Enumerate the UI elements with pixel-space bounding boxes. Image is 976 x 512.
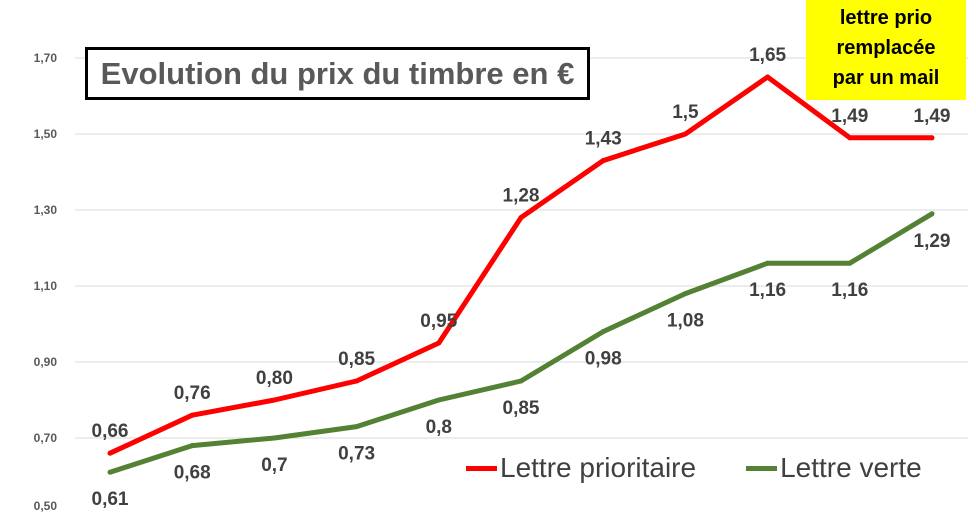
legend-item-lettre-prioritaire: Lettre prioritaire xyxy=(466,452,696,484)
data-label: 1,16 xyxy=(749,280,786,301)
data-point xyxy=(682,131,688,137)
data-point xyxy=(929,211,935,217)
data-point xyxy=(518,215,524,221)
data-label: 0,7 xyxy=(261,455,287,476)
y-tick-label: 1,10 xyxy=(34,279,58,293)
data-point xyxy=(929,135,935,141)
legend-item-lettre-verte: Lettre verte xyxy=(746,452,922,484)
data-point xyxy=(354,424,360,430)
y-tick-label: 1,50 xyxy=(34,127,58,141)
data-label: 0,76 xyxy=(174,383,211,404)
data-point xyxy=(189,412,195,418)
data-label: 0,66 xyxy=(92,421,129,442)
data-point xyxy=(271,397,277,403)
data-point xyxy=(518,378,524,384)
data-label: 1,65 xyxy=(749,45,786,66)
data-label: 0,8 xyxy=(426,417,452,438)
y-axis-labels: 1,70 1,50 1,30 1,10 0,90 0,70 0,50 xyxy=(34,51,58,512)
annotation-box: lettre prio remplacée par un mail xyxy=(806,0,966,100)
data-point xyxy=(271,435,277,441)
data-point xyxy=(600,158,606,164)
data-label: 0,68 xyxy=(174,463,211,484)
legend-swatch xyxy=(466,465,497,471)
data-point xyxy=(436,340,442,346)
data-point xyxy=(847,135,853,141)
data-points xyxy=(107,74,935,475)
data-label: 1,16 xyxy=(831,280,868,301)
annotation-line: lettre prio xyxy=(839,7,933,29)
data-point xyxy=(107,450,113,456)
data-label: 1,08 xyxy=(667,311,704,332)
data-point xyxy=(847,260,853,266)
y-tick-label: 1,70 xyxy=(34,51,58,65)
data-point xyxy=(189,443,195,449)
data-point xyxy=(107,469,113,475)
data-label: 0,95 xyxy=(420,311,457,332)
data-label: 1,5 xyxy=(672,102,699,123)
data-point xyxy=(765,74,771,80)
legend-label: Lettre prioritaire xyxy=(500,452,697,483)
y-tick-label: 0,90 xyxy=(34,355,58,369)
data-label: 0,98 xyxy=(585,349,622,370)
legend-label: Lettre verte xyxy=(780,452,922,483)
data-label: 1,49 xyxy=(914,106,951,127)
annotation-line: remplacée xyxy=(836,37,936,59)
data-label: 0,80 xyxy=(256,368,293,389)
data-label: 1,49 xyxy=(831,106,868,127)
data-label: 0,73 xyxy=(338,444,375,465)
data-point xyxy=(682,291,688,297)
data-label: 0,61 xyxy=(92,489,129,510)
data-label: 1,29 xyxy=(914,231,951,252)
data-point xyxy=(436,397,442,403)
series-line-lettre-verte xyxy=(109,211,934,475)
data-label: 0,85 xyxy=(338,349,375,370)
data-point xyxy=(354,378,360,384)
y-tick-label: 0,70 xyxy=(34,431,58,445)
legend: Lettre prioritaire Lettre verte xyxy=(466,450,922,486)
y-tick-label: 0,50 xyxy=(34,499,58,512)
data-label: 1,43 xyxy=(585,129,622,150)
legend-swatch xyxy=(746,465,778,471)
data-labels: 0,66 0,76 0,80 0,85 0,95 1,28 1,43 1,5 1,65 1,49 1… xyxy=(92,45,951,510)
data-point xyxy=(600,329,606,335)
data-label: 1,28 xyxy=(503,186,540,207)
y-tick-label: 1,30 xyxy=(34,203,58,217)
annotation-line: par un mail xyxy=(832,67,940,89)
data-point xyxy=(765,260,771,266)
chart-title: Evolution du prix du timbre en € xyxy=(85,47,590,100)
data-label: 0,85 xyxy=(503,398,540,419)
